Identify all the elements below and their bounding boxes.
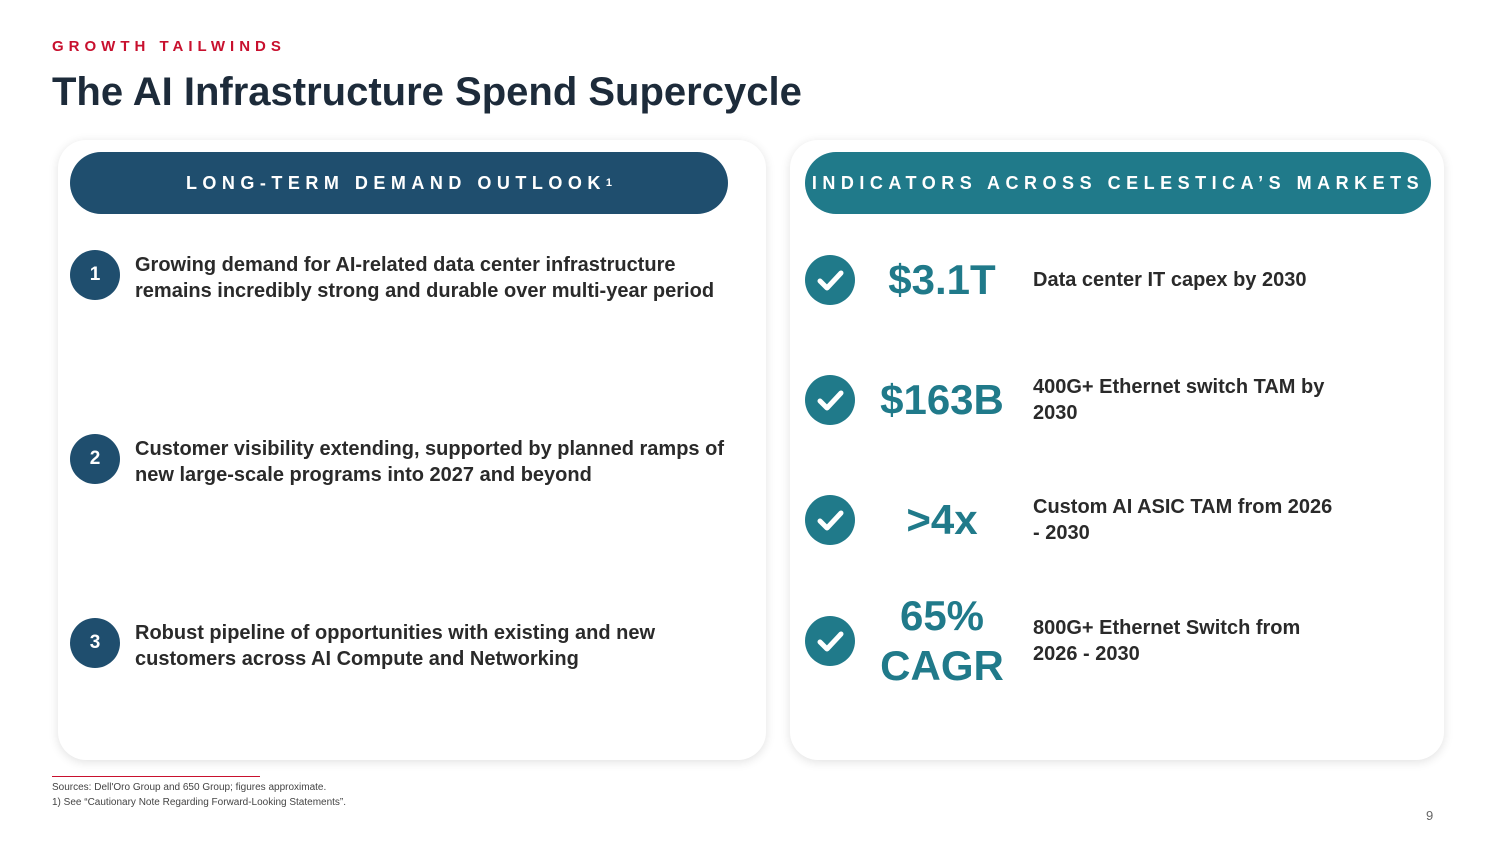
heading-text: LONG-TERM DEMAND OUTLOOK	[185, 172, 606, 193]
item-number: 3	[70, 618, 120, 668]
item-text: Customer visibility extending, supported…	[135, 438, 724, 486]
indicator-text: Data center IT capex by 2030	[1033, 269, 1307, 291]
footnote-ref: 1	[605, 177, 613, 189]
item-text: Robust pipeline of opportunities with ex…	[135, 622, 655, 670]
check-icon	[805, 616, 855, 666]
eyebrow: GROWTH TAILWINDS	[52, 38, 286, 55]
right-heading: INDICATORS ACROSS CELESTICA’S MARKETS	[805, 152, 1431, 214]
left-heading: LONG-TERM DEMAND OUTLOOK 1	[70, 152, 728, 214]
check-icon	[805, 255, 855, 305]
figure: $3.1T	[888, 256, 996, 303]
item-number: 2	[70, 434, 120, 484]
page-number: 9	[1426, 808, 1434, 823]
item-text: Growing demand for AI-related data cente…	[135, 254, 715, 302]
figure: $163B	[880, 376, 1004, 423]
sources: Sources: Dell'Oro Group and 650 Group; f…	[52, 782, 327, 793]
right-card	[790, 140, 1444, 760]
indicator-text: 800G+ Ethernet Switch from 2026 - 2030	[1033, 617, 1301, 665]
check-icon	[805, 375, 855, 425]
item-number: 1	[70, 250, 120, 300]
figure: >4x	[906, 496, 978, 543]
check-icon	[805, 495, 855, 545]
indicator-text: Custom AI ASIC TAM from 2026 - 2030	[1033, 496, 1333, 544]
indicator-text: 400G+ Ethernet switch TAM by 2030	[1033, 376, 1325, 424]
left-card	[58, 140, 766, 760]
note: 1) See “Cautionary Note Regarding Forwar…	[52, 797, 347, 808]
title: The AI Infrastructure Spend Supercycle	[52, 70, 802, 114]
footer-rule	[52, 776, 260, 777]
figure: 65% CAGR	[880, 592, 1004, 689]
